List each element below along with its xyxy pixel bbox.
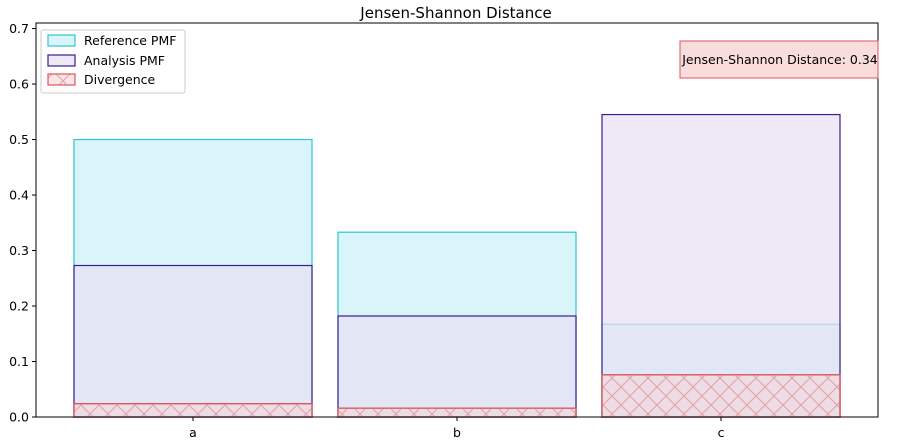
- bar-divergence-hatch-a: [73, 403, 313, 418]
- x-axis: a b c: [189, 417, 725, 440]
- y-tick-label: 0.4: [9, 188, 29, 203]
- x-tick-label: a: [189, 425, 197, 440]
- chart-title: Jensen-Shannon Distance: [359, 4, 551, 22]
- legend-swatch-analysis: [47, 54, 76, 67]
- legend-swatch-divergence-hatch: [47, 73, 76, 86]
- legend-label-analysis: Analysis PMF: [84, 53, 165, 68]
- y-tick-label: 0.0: [9, 410, 29, 425]
- y-tick-label: 0.2: [9, 299, 29, 314]
- y-axis: 0.0 0.1 0.2 0.3 0.4 0.5 0.6 0.7: [9, 21, 36, 425]
- y-tick-label: 0.3: [9, 243, 29, 258]
- legend-label-divergence: Divergence: [84, 72, 156, 87]
- annotation-text: Jensen-Shannon Distance: 0.34: [681, 52, 878, 67]
- bar-divergence-hatch-b: [337, 407, 577, 418]
- y-tick-label: 0.7: [9, 21, 29, 36]
- bar-analysis-b: [337, 315, 577, 418]
- annotation-box: Jensen-Shannon Distance: 0.34: [679, 40, 879, 79]
- bars-group: [73, 113, 841, 418]
- y-tick-label: 0.1: [9, 354, 29, 369]
- legend-swatch-reference: [47, 34, 76, 47]
- legend-label-reference: Reference PMF: [84, 33, 176, 48]
- legend-frame: [40, 29, 186, 94]
- x-tick-label: b: [453, 425, 461, 440]
- legend: Reference PMF Analysis PMF Divergence: [40, 29, 186, 94]
- bar-divergence-hatch-c: [601, 374, 841, 418]
- plot-frame: [35, 22, 879, 418]
- x-tick-label: c: [718, 425, 725, 440]
- y-tick-label: 0.5: [9, 132, 29, 147]
- y-tick-label: 0.6: [9, 77, 29, 92]
- bar-analysis-c: [601, 113, 841, 418]
- annotation-frame: [679, 40, 879, 79]
- bar-analysis-a: [73, 264, 313, 418]
